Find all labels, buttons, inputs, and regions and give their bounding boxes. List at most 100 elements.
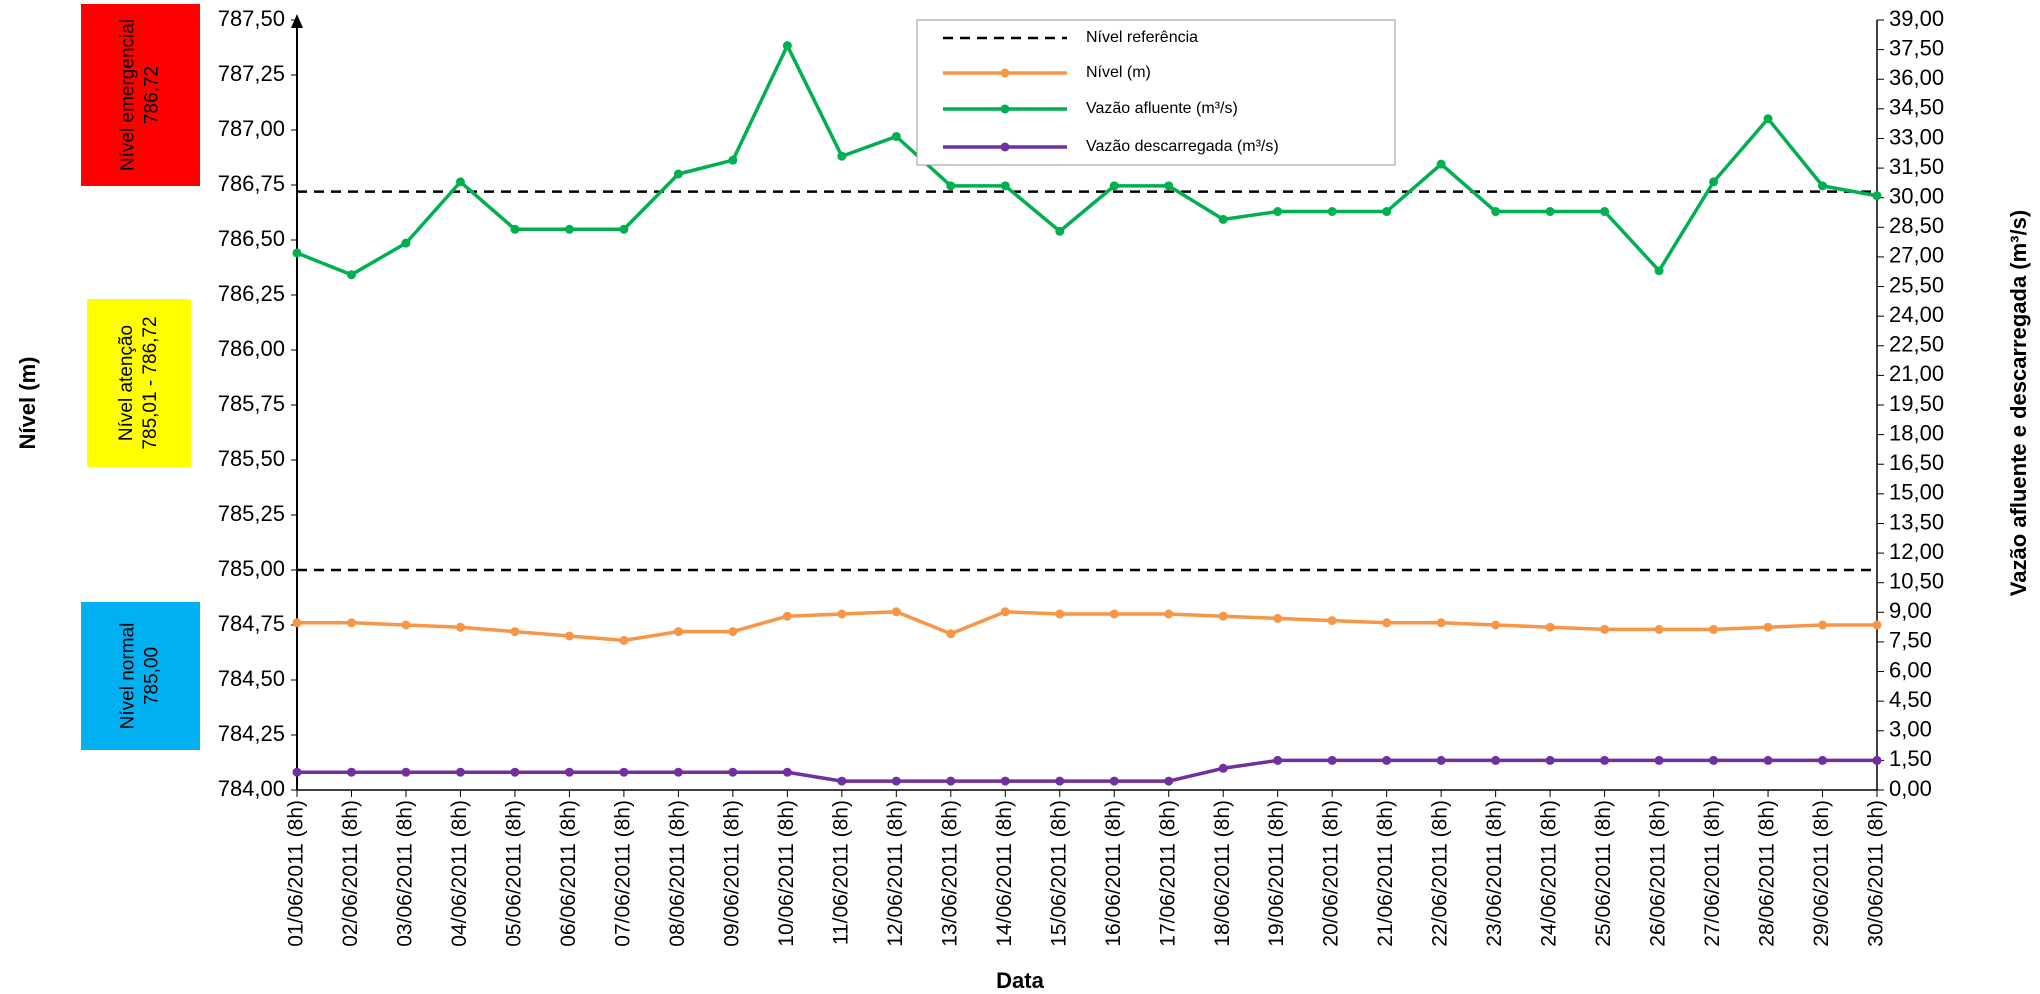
x-tick-label: 23/06/2011 (8h) [1483,800,1506,947]
y-tick-label: 785,00 [218,556,285,581]
x-tick-label: 24/06/2011 (8h) [1538,800,1561,947]
y-tick-label: 787,50 [218,6,285,31]
data-point [292,618,302,628]
data-point [1818,755,1828,765]
y2-tick-label: 0,00 [1889,776,1932,801]
x-tick-label: 08/06/2011 (8h) [666,800,689,947]
y2-tick-label: 7,50 [1889,628,1932,653]
data-point [1436,755,1446,765]
data-point [510,767,520,777]
data-point [510,627,520,637]
x-tick-label: 15/06/2011 (8h) [1047,800,1070,947]
y2-tick-label: 24,00 [1889,302,1944,327]
x-tick-label: 20/06/2011 (8h) [1320,800,1343,947]
data-point [401,620,411,630]
y2-tick-label: 36,00 [1889,65,1944,90]
zone-range: 785,01 - 786,72 [140,316,161,449]
y-tick-label: 786,75 [218,171,285,196]
data-point [891,607,901,617]
data-point [1872,191,1882,201]
data-point [782,767,792,777]
data-point [1218,214,1228,224]
data-point [1055,226,1065,236]
data-point [1382,755,1392,765]
data-point [564,767,574,777]
x-tick-label: 29/06/2011 (8h) [1810,800,1833,947]
data-point [1872,755,1882,765]
data-point [891,776,901,786]
data-point [946,629,956,639]
data-point [292,248,302,258]
y2-tick-label: 3,00 [1889,717,1932,742]
data-point [1654,266,1664,276]
data-point [1382,207,1392,217]
x-tick-label: 10/06/2011 (8h) [775,800,798,947]
data-point [346,767,356,777]
zone-label: Nível normal [118,623,139,730]
y-tick-label: 785,50 [218,446,285,471]
data-point [1218,763,1228,773]
data-point [1327,755,1337,765]
y2-axis-title: Vazão afluente e descarregada (m³/s) [2006,210,2031,596]
data-point [891,131,901,141]
legend-box [916,19,1396,166]
data-point [455,622,465,632]
x-tick-label: 22/06/2011 (8h) [1429,800,1452,947]
legend-marker [1000,104,1010,114]
data-point [1600,207,1610,217]
x-tick-label: 03/06/2011 (8h) [394,800,417,947]
legend-marker [1000,68,1010,78]
data-point [346,618,356,628]
x-tick-label: 17/06/2011 (8h) [1156,800,1179,947]
data-point [1709,177,1719,187]
x-tick-label: 05/06/2011 (8h) [502,800,525,947]
y2-tick-label: 9,00 [1889,598,1932,623]
x-tick-label: 14/06/2011 (8h) [993,800,1016,947]
data-point [619,224,629,234]
zone-label: Nível atenção [116,325,137,441]
data-point [1818,181,1828,191]
data-point [1382,618,1392,628]
x-tick-label: 07/06/2011 (8h) [611,800,634,947]
x-tick-label: 19/06/2011 (8h) [1265,800,1288,947]
y2-tick-label: 33,00 [1889,124,1944,149]
data-point [837,609,847,619]
y-tick-label: 786,50 [218,226,285,251]
data-point [1273,755,1283,765]
data-point [946,181,956,191]
data-point [401,238,411,248]
data-point [1327,207,1337,217]
data-point [673,767,683,777]
data-point [728,627,738,637]
data-point [1763,755,1773,765]
x-tick-label: 09/06/2011 (8h) [720,800,743,947]
y-tick-label: 784,00 [218,776,285,801]
legend-label: Nível (m) [1086,64,1151,81]
y-axis-title: Nível (m) [15,357,40,450]
data-point [946,776,956,786]
y2-tick-label: 25,50 [1889,272,1944,297]
legend-label: Vazão descarregada (m³/s) [1086,138,1279,155]
data-point [292,767,302,777]
data-point [1273,207,1283,217]
data-point [1000,181,1010,191]
data-point [619,635,629,645]
y-tick-label: 786,00 [218,336,285,361]
data-point [1109,181,1119,191]
zone-label: Nível emergencial [118,19,139,171]
x-tick-label: 13/06/2011 (8h) [938,800,961,947]
y-tick-label: 785,25 [218,501,285,526]
x-tick-label: 16/06/2011 (8h) [1102,800,1125,947]
y2-tick-label: 6,00 [1889,657,1932,682]
data-point [1109,776,1119,786]
data-point [346,270,356,280]
y2-tick-label: 21,00 [1889,361,1944,386]
data-point [1600,624,1610,634]
x-tick-label: 06/06/2011 (8h) [557,800,580,947]
data-point [1709,755,1719,765]
y2-tick-label: 30,00 [1889,184,1944,209]
data-point [837,776,847,786]
data-point [1545,755,1555,765]
series-line [297,758,1877,783]
zone-box [81,602,200,750]
